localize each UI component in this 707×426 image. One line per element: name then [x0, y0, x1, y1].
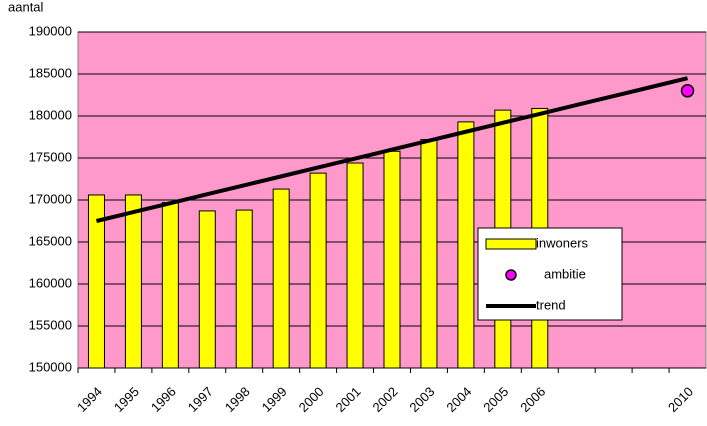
x-tick-label: 2005: [480, 384, 511, 415]
point: [680, 84, 695, 98]
bar: [346, 162, 364, 369]
bar: [309, 172, 327, 369]
bar: [124, 194, 142, 369]
x-tick-label: 1998: [222, 384, 253, 415]
trend-line: [96, 76, 688, 223]
y-tick-label: 185000: [29, 65, 72, 80]
y-tick-label: 155000: [29, 317, 72, 332]
legend-swatch: [485, 238, 537, 250]
bar: [272, 188, 290, 369]
y-axis-label: aantal: [8, 0, 44, 14]
x-tick-label: 2006: [517, 384, 548, 415]
bar: [87, 194, 105, 369]
y-tick-label: 175000: [29, 149, 72, 164]
x-tick-label: 1996: [148, 384, 179, 415]
x-tick-label: 2003: [406, 384, 437, 415]
y-tick-label: 190000: [29, 23, 72, 38]
bar: [161, 202, 179, 369]
y-tick-label: 170000: [29, 191, 72, 206]
x-tick-label: 2010: [665, 384, 696, 415]
legend-label: inwoners: [536, 235, 589, 250]
x-tick-label: 2001: [333, 384, 364, 415]
y-tick-label: 180000: [29, 107, 72, 122]
legend-label: ambitie: [544, 266, 586, 281]
legend-label: trend: [536, 297, 566, 312]
bar: [383, 150, 401, 369]
x-tick-label: 2004: [443, 384, 474, 415]
y-tick-label: 150000: [29, 359, 72, 374]
x-tick-label: 1999: [259, 384, 290, 415]
x-tick-label: 2002: [369, 384, 400, 415]
x-tick-label: 2000: [296, 384, 327, 415]
y-tick-label: 160000: [29, 275, 72, 290]
bar: [420, 139, 438, 369]
bar: [235, 209, 253, 369]
x-tick-label: 1995: [111, 384, 142, 415]
x-tick-label: 1994: [74, 384, 105, 415]
y-tick-label: 165000: [29, 233, 72, 248]
x-tick-label: 1997: [185, 384, 216, 415]
bar: [198, 210, 216, 369]
bar: [457, 121, 475, 369]
legend-swatch: [505, 269, 517, 281]
